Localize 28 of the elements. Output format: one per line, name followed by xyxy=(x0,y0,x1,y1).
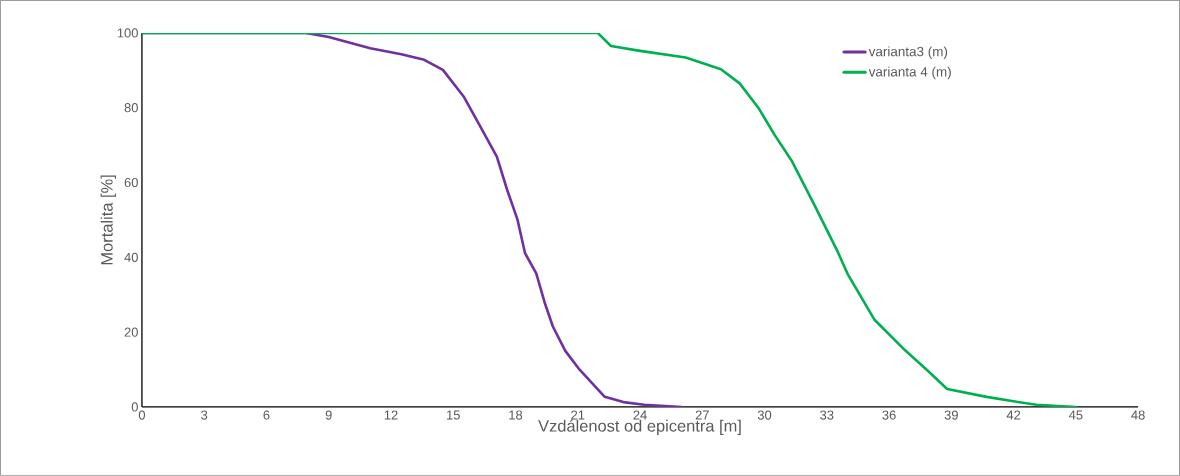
y-tick-label: 80 xyxy=(124,103,138,113)
x-tick-label: 3 xyxy=(201,410,208,420)
y-axis-title: Mortalita [%] xyxy=(100,175,116,265)
x-tick-label: 15 xyxy=(447,410,460,420)
x-tick-label: 48 xyxy=(1131,410,1145,420)
legend-label: varianta3 (m) xyxy=(868,46,948,60)
y-tick-label: 100 xyxy=(117,28,138,38)
y-tick-label: 20 xyxy=(124,327,138,337)
x-tick-label: 24 xyxy=(633,410,647,420)
x-tick-label: 0 xyxy=(138,410,146,420)
x-axis-title: Vzdálenost od epicentra [m] xyxy=(538,419,741,436)
x-tick-label: 36 xyxy=(882,410,896,420)
x-tick-label: 18 xyxy=(509,410,523,420)
line-series xyxy=(141,32,1078,408)
x-tick-label: 12 xyxy=(384,410,398,420)
x-tick-label: 39 xyxy=(944,410,958,420)
legend-label: varianta 4 (m) xyxy=(868,66,951,80)
x-tick-label: 42 xyxy=(1006,410,1021,420)
y-tick-label: 60 xyxy=(124,177,138,188)
x-tick-label: 9 xyxy=(325,410,332,420)
x-tick-label: 45 xyxy=(1068,410,1083,420)
y-tick-label: 0 xyxy=(131,402,138,412)
x-tick-label: 6 xyxy=(263,410,270,420)
x-tick-label: 27 xyxy=(695,410,709,420)
x-tick-label: 30 xyxy=(757,410,772,420)
y-tick-label: 40 xyxy=(124,252,138,262)
x-tick-label: 33 xyxy=(820,410,834,420)
x-tick-label: 21 xyxy=(571,410,585,420)
